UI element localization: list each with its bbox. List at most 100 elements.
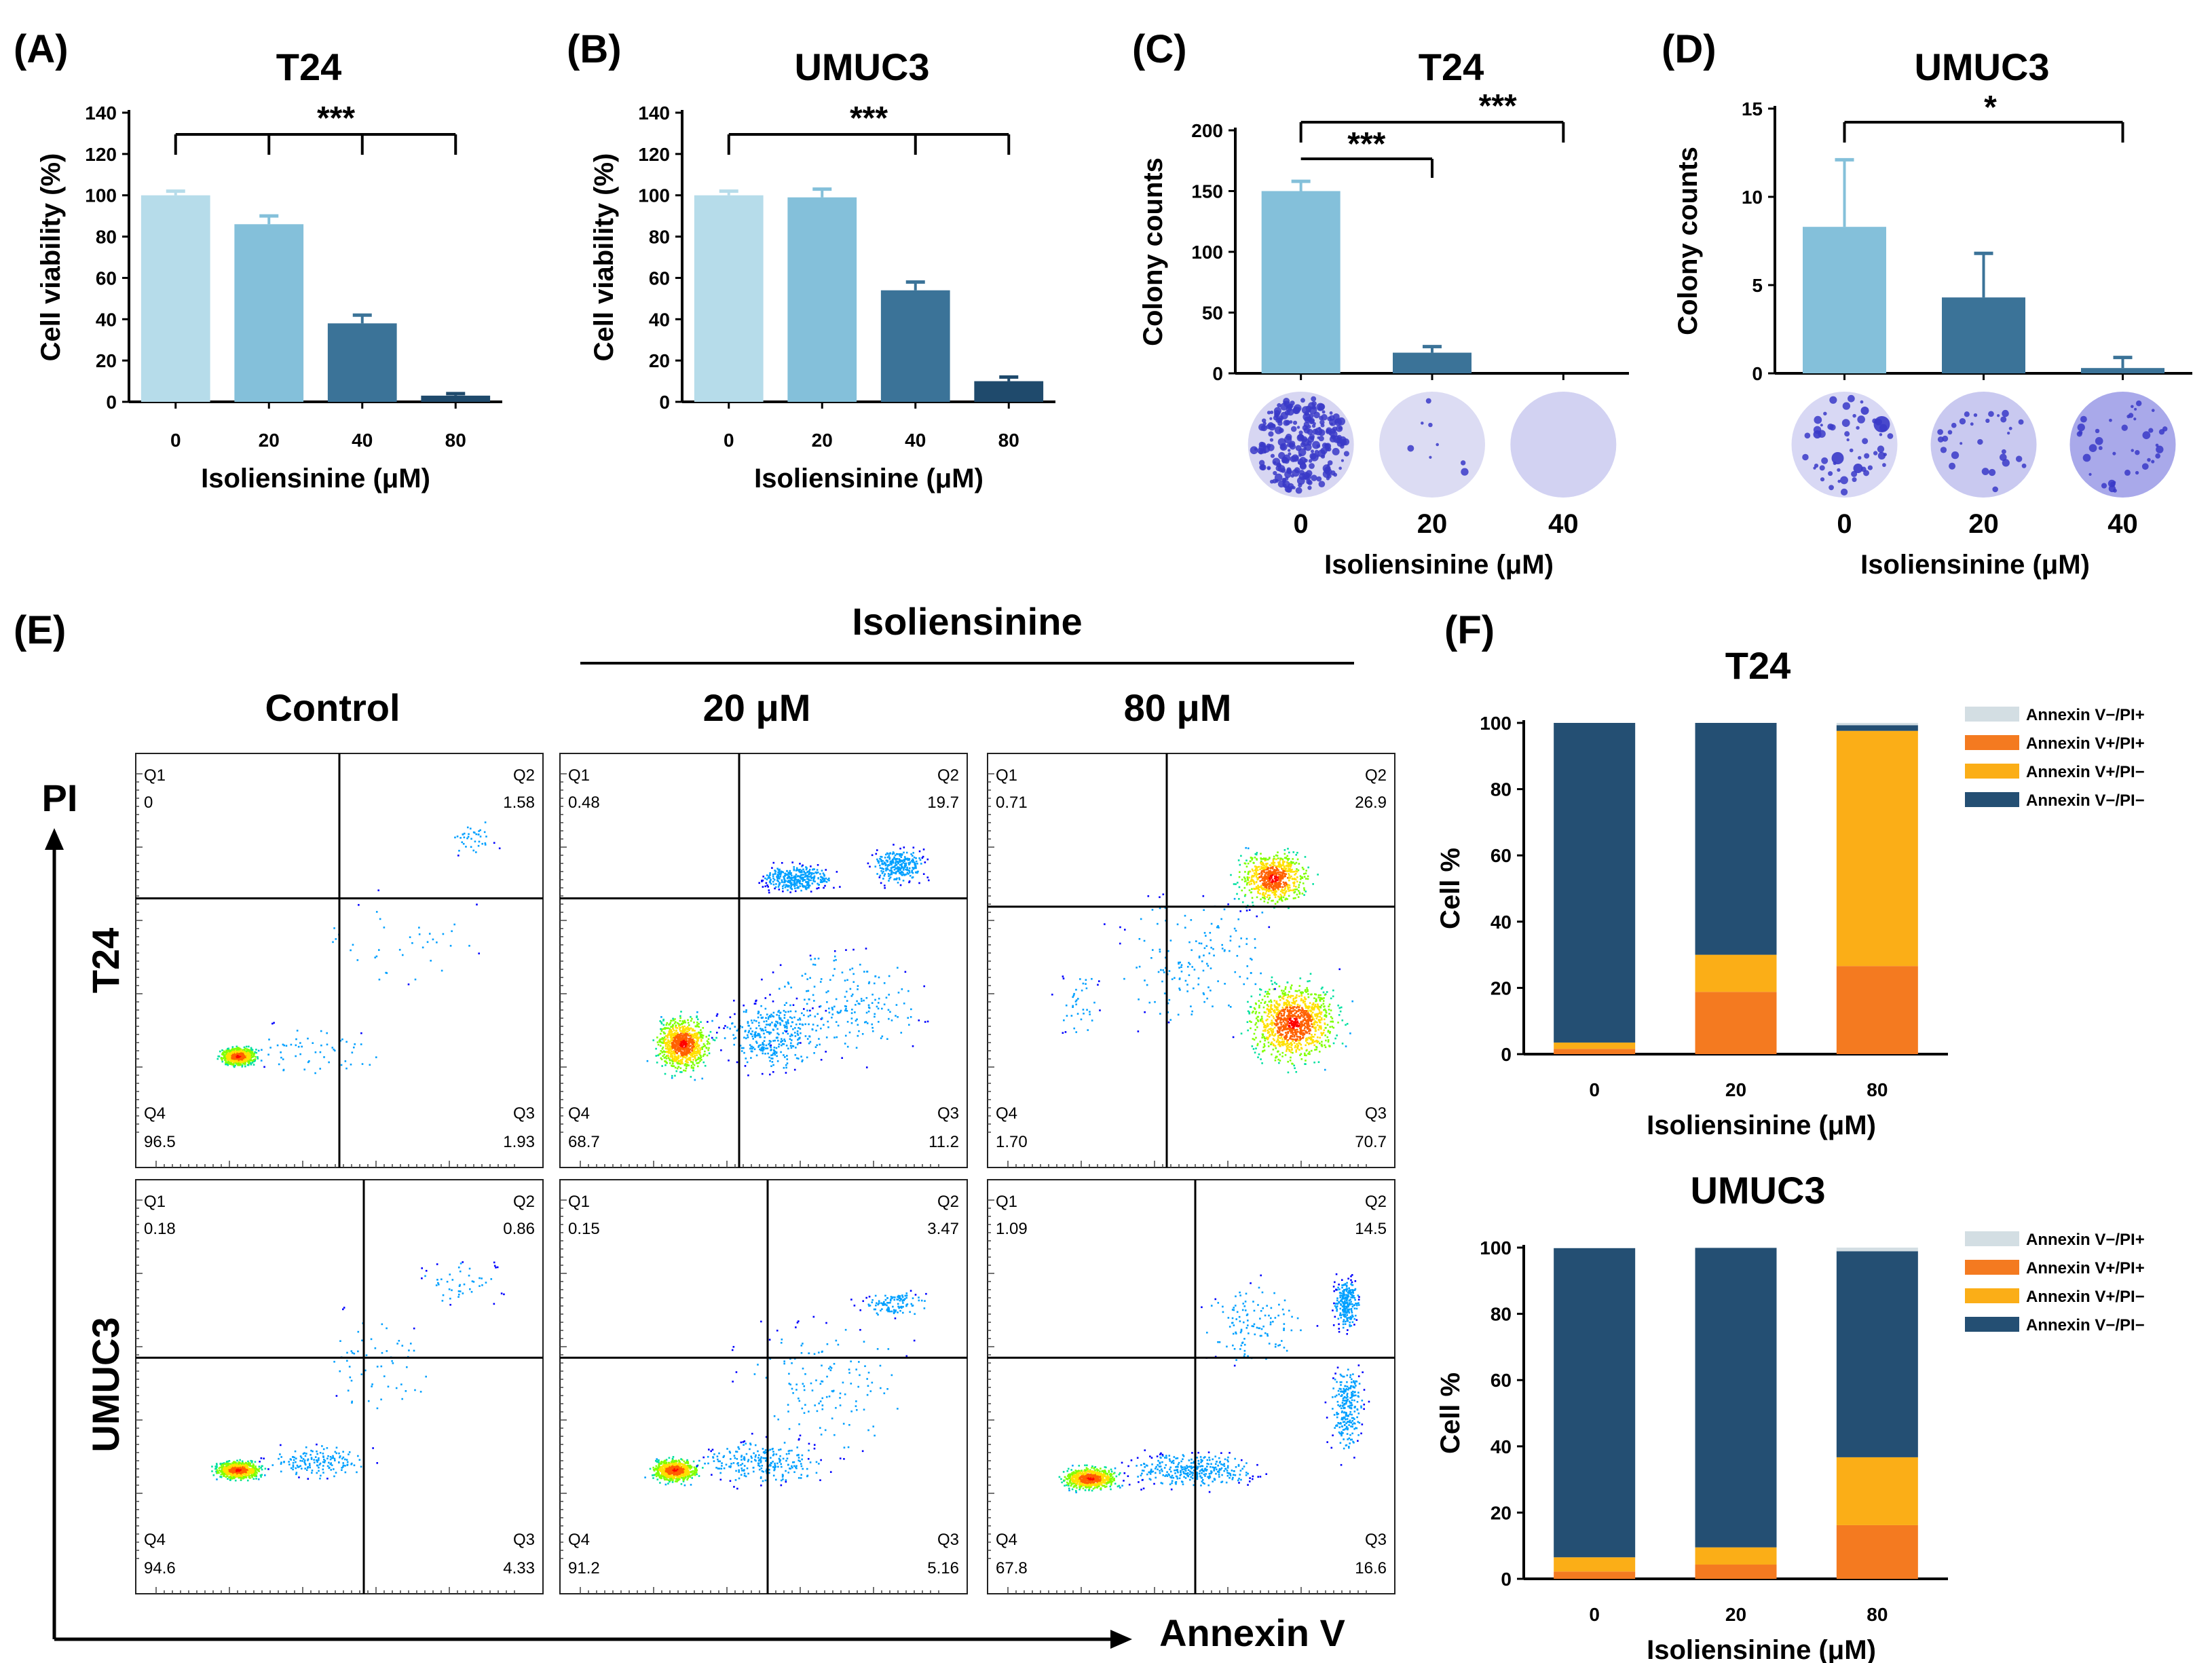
event-dot xyxy=(462,842,465,845)
event-dot xyxy=(677,1062,680,1065)
event-dot xyxy=(808,868,811,871)
event-dot xyxy=(268,1039,270,1041)
event-dot xyxy=(1248,871,1250,873)
colony xyxy=(2133,417,2137,421)
colony xyxy=(1842,402,1851,410)
event-dot xyxy=(1278,1041,1281,1043)
colony xyxy=(1342,438,1350,446)
event-dot xyxy=(889,874,891,876)
colony xyxy=(1999,453,2007,462)
event-dot xyxy=(690,1015,692,1018)
event-dot xyxy=(255,1055,257,1058)
event-dot xyxy=(694,1057,696,1060)
event-dot xyxy=(694,1055,696,1058)
event-dot xyxy=(241,1064,244,1066)
event-dot xyxy=(685,1067,688,1070)
event-dot xyxy=(442,933,445,935)
event-dot xyxy=(1288,884,1290,886)
event-dot xyxy=(760,1044,762,1046)
event-dot xyxy=(469,827,472,830)
event-dot xyxy=(1274,876,1277,878)
event-dot xyxy=(242,1055,245,1058)
bar xyxy=(974,381,1044,402)
event-dot xyxy=(449,945,452,947)
event-dot xyxy=(667,1040,670,1043)
event-dot xyxy=(1283,876,1286,878)
event-dot xyxy=(1296,870,1298,873)
event-dot xyxy=(798,1027,800,1029)
event-dot xyxy=(803,1014,805,1017)
event-dot xyxy=(1290,1022,1292,1024)
event-dot xyxy=(1299,878,1302,880)
event-dot xyxy=(836,1036,838,1039)
event-dot xyxy=(1262,880,1265,882)
colony xyxy=(2095,436,2103,445)
event-dot xyxy=(685,1027,688,1029)
event-dot xyxy=(779,875,782,878)
colony xyxy=(1326,464,1330,467)
event-dot xyxy=(677,1045,679,1048)
event-dot xyxy=(1256,858,1258,860)
event-dot xyxy=(344,1060,347,1062)
event-dot xyxy=(1317,1061,1320,1064)
event-dot xyxy=(677,1023,680,1025)
event-dot xyxy=(1280,896,1283,899)
event-dot xyxy=(741,1050,743,1052)
event-dot xyxy=(231,1059,233,1062)
event-dot xyxy=(1286,1009,1289,1011)
event-dot xyxy=(784,1056,786,1058)
event-dot xyxy=(777,874,779,876)
event-dot xyxy=(1265,872,1268,874)
event-dot xyxy=(850,1022,853,1024)
event-dot xyxy=(1273,884,1276,886)
event-dot xyxy=(698,1050,700,1052)
event-dot xyxy=(747,1021,749,1023)
event-dot xyxy=(774,1050,776,1053)
event-dot xyxy=(805,866,807,868)
event-dot xyxy=(880,856,883,858)
event-dot xyxy=(285,1045,288,1047)
event-dot xyxy=(1283,1022,1286,1024)
event-dot xyxy=(1315,993,1317,996)
event-dot xyxy=(1258,865,1260,868)
event-dot xyxy=(1280,899,1283,901)
event-dot xyxy=(709,1030,712,1033)
event-dot xyxy=(1297,1039,1300,1042)
event-dot xyxy=(1263,894,1266,897)
event-dot xyxy=(1289,1060,1292,1062)
quadrant-value: 1.58 xyxy=(503,793,535,812)
event-dot xyxy=(806,1003,808,1005)
event-dot xyxy=(250,1052,253,1054)
event-dot xyxy=(696,1049,699,1052)
event-dot xyxy=(1255,868,1257,870)
event-dot xyxy=(690,1039,692,1041)
event-dot xyxy=(245,1053,247,1055)
event-dot xyxy=(229,1055,231,1058)
event-dot xyxy=(690,1041,693,1044)
event-dot xyxy=(770,1065,772,1068)
event-dot xyxy=(865,1021,867,1023)
event-dot xyxy=(244,1060,246,1062)
event-dot xyxy=(1273,906,1275,909)
event-dot xyxy=(790,887,793,890)
event-dot xyxy=(894,854,897,857)
colony xyxy=(1864,453,1870,459)
event-dot xyxy=(1302,868,1305,870)
event-dot xyxy=(680,1011,682,1013)
event-dot xyxy=(677,1057,680,1060)
event-dot xyxy=(779,882,781,885)
event-dot xyxy=(677,1036,679,1039)
event-dot xyxy=(1307,1022,1309,1024)
event-dot xyxy=(698,1023,700,1025)
event-dot xyxy=(889,852,891,855)
event-dot xyxy=(902,861,905,864)
event-dot xyxy=(865,996,868,999)
event-dot xyxy=(776,878,779,880)
event-dot xyxy=(681,1042,684,1044)
event-dot xyxy=(818,1038,820,1040)
event-dot xyxy=(295,1055,297,1058)
event-dot xyxy=(802,864,804,867)
colony xyxy=(1307,428,1313,435)
event-dot xyxy=(907,990,910,992)
event-dot xyxy=(232,1064,235,1067)
